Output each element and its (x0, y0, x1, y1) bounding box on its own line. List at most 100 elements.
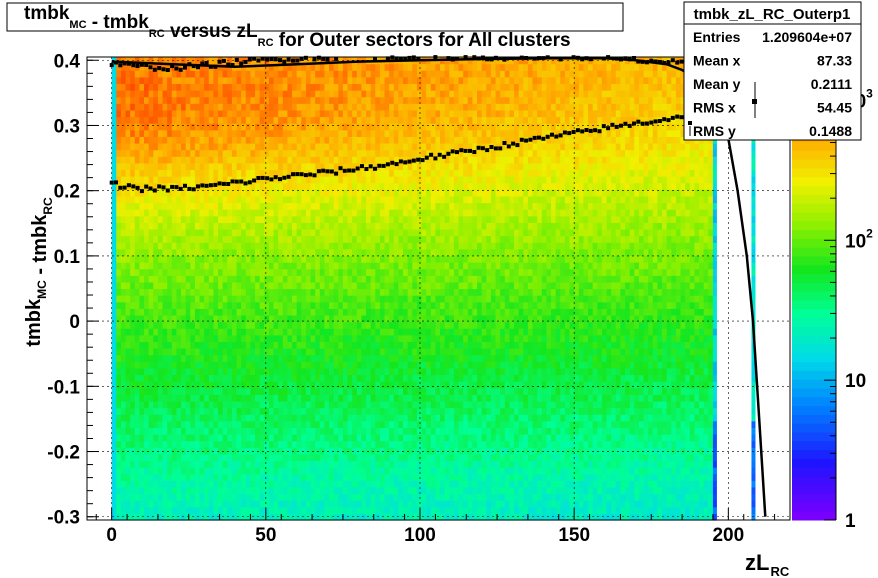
heatmap-cell (167, 255, 173, 263)
heatmap-cell (162, 473, 168, 481)
heatmap-cell (227, 414, 233, 422)
heatmap-cell (218, 486, 224, 495)
heatmap-cell (144, 314, 150, 323)
heatmap-cell (305, 480, 312, 488)
heatmap-cell (268, 96, 275, 104)
heatmap-cell (181, 480, 187, 488)
heatmap-cell (181, 96, 187, 104)
heatmap-cell (190, 486, 196, 495)
heatmap-cell (125, 281, 131, 290)
heatmap-cell (162, 209, 168, 217)
heatmap-cell (264, 248, 270, 257)
heatmap-cell (342, 321, 349, 329)
heatmap-cell (366, 209, 372, 217)
heatmap-cell (144, 116, 150, 124)
heatmap-cell (352, 328, 358, 336)
heatmap-cell (250, 162, 256, 171)
heatmap-cell (333, 354, 339, 362)
heatmap-cell (148, 334, 154, 343)
heatmap-cell (398, 407, 404, 415)
heatmap-cell (134, 288, 141, 296)
heatmap-cell (273, 288, 279, 296)
heatmap-cell (426, 407, 432, 415)
heatmap-cell (319, 215, 326, 223)
heatmap-cell (111, 301, 117, 309)
heatmap-cell (222, 83, 228, 91)
heatmap-cell (398, 367, 404, 376)
heatmap-cell (296, 70, 302, 78)
heatmap-cell (407, 162, 413, 171)
heatmap-cell (287, 235, 293, 243)
heatmap-cell (329, 248, 335, 257)
heatmap-cell (171, 162, 178, 171)
heatmap-cell (245, 434, 252, 442)
heatmap-cell (111, 493, 117, 501)
heatmap-cell (130, 440, 136, 448)
heatmap-cell (352, 189, 358, 197)
heatmap-cell (315, 367, 321, 376)
heatmap-cell (181, 387, 187, 395)
heatmap-cell (416, 209, 423, 217)
heatmap-cell (144, 63, 150, 71)
heatmap-cell (370, 235, 376, 243)
heatmap-cell (319, 242, 326, 250)
heatmap-cell (301, 169, 307, 177)
heatmap-cell (157, 400, 164, 409)
heatmap-cell (393, 136, 400, 144)
heatmap-cell (329, 209, 335, 217)
heatmap-cell (208, 116, 215, 124)
heatmap-cell (315, 116, 321, 124)
heatmap-cell (181, 262, 187, 270)
heatmap-cell (213, 176, 219, 184)
heatmap-cell (116, 129, 122, 137)
heatmap-cell (255, 149, 261, 157)
heatmap-cell (352, 109, 358, 118)
heatmap-cell (287, 103, 293, 111)
heatmap-cell (310, 374, 316, 382)
heatmap-cell (130, 123, 136, 131)
heatmap-cell (440, 374, 446, 382)
heatmap-cell (287, 268, 293, 276)
heatmap-cell (218, 182, 224, 190)
heatmap-cell (181, 235, 187, 243)
heatmap-cell (231, 209, 238, 217)
heatmap-cell (176, 460, 182, 468)
heatmap-cell (273, 460, 279, 468)
heatmap-cell (287, 434, 293, 442)
heatmap-cell (403, 321, 409, 329)
heatmap-cell (384, 248, 390, 257)
heatmap-cell (139, 109, 145, 118)
heatmap-cell (204, 70, 210, 78)
heatmap-cell (148, 420, 154, 428)
heatmap-cell (208, 215, 215, 223)
heatmap-cell (255, 235, 261, 243)
heatmap-cell (130, 295, 136, 303)
heatmap-cell (329, 440, 335, 448)
heatmap-cell (412, 407, 418, 415)
heatmap-cell (301, 361, 307, 369)
heatmap-cell (157, 156, 164, 164)
heatmap-cell (361, 262, 367, 270)
heatmap-cell (278, 500, 284, 508)
heatmap-cell (384, 76, 390, 85)
heatmap-cell (389, 295, 395, 303)
heatmap-cell (352, 480, 358, 488)
heatmap-cell (342, 500, 349, 508)
heatmap-cell (241, 202, 247, 210)
heatmap-cell (278, 348, 284, 356)
heatmap-cell (153, 123, 159, 131)
heatmap-cell (333, 407, 339, 415)
heatmap-cell (231, 414, 238, 422)
heatmap-cell (255, 248, 261, 257)
heatmap-cell (139, 341, 145, 349)
heatmap-cell (236, 248, 242, 257)
heatmap-cell (171, 288, 178, 296)
heatmap-cell (278, 334, 284, 343)
heatmap-cell (407, 493, 413, 501)
heatmap-cell (370, 486, 376, 495)
heatmap-cell (268, 473, 275, 481)
heatmap-cell (379, 242, 386, 250)
heatmap-cell (231, 427, 238, 435)
heatmap-cell (296, 235, 302, 243)
heatmap-cell (218, 387, 224, 395)
